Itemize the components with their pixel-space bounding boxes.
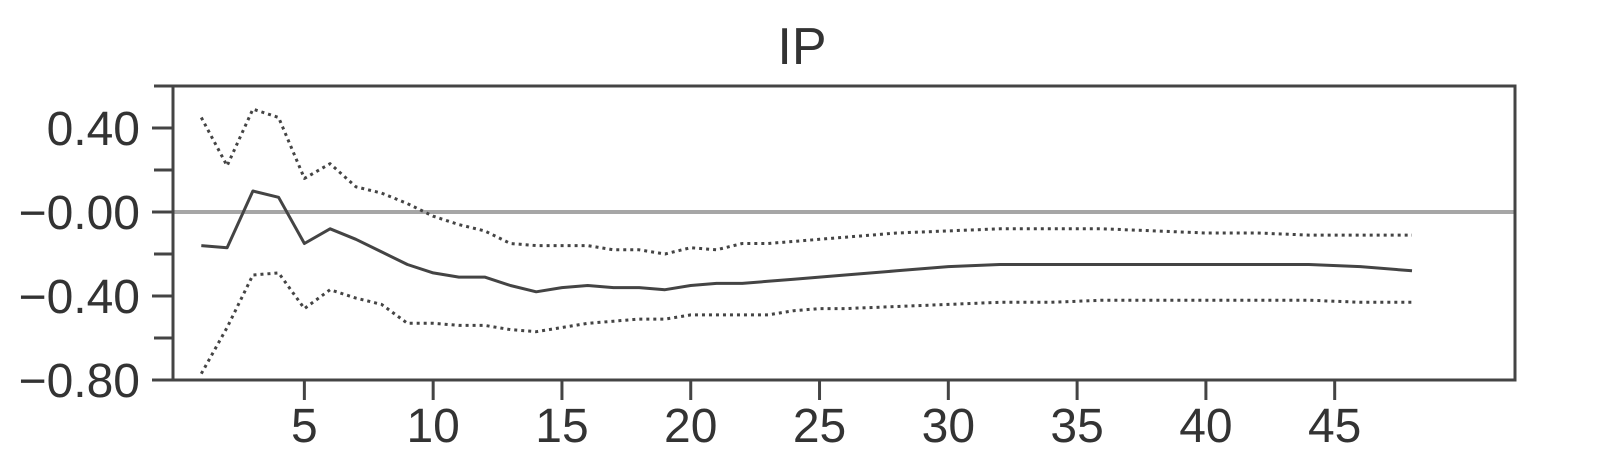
x-tick-label: 45 <box>1308 400 1361 453</box>
x-axis: 5 10 15 20 25 30 35 40 45 <box>291 380 1361 453</box>
x-tick-label: 10 <box>406 400 459 453</box>
x-tick-label: 30 <box>922 400 975 453</box>
y-tick-label: 0.40 <box>47 103 140 156</box>
x-tick-label: 40 <box>1179 400 1232 453</box>
x-tick-label: 5 <box>291 400 318 453</box>
plot-area <box>171 84 1517 382</box>
series-line-lower-band <box>199 271 1412 375</box>
y-tick-label: −0.00 <box>19 187 140 240</box>
y-tick-label: −0.40 <box>19 271 140 324</box>
x-tick-label: 20 <box>664 400 717 453</box>
y-axis: 0.40 −0.00 −0.40 −0.80 <box>19 84 173 408</box>
chart-title: IP <box>777 18 826 76</box>
x-tick-label: 25 <box>793 400 846 453</box>
series-line-upper-band <box>199 107 1412 256</box>
plot-frame <box>171 84 1517 382</box>
y-tick-label: −0.80 <box>19 355 140 408</box>
series-line-estimate <box>201 189 1413 294</box>
x-tick-label: 15 <box>535 400 588 453</box>
x-tick-label: 35 <box>1050 400 1103 453</box>
